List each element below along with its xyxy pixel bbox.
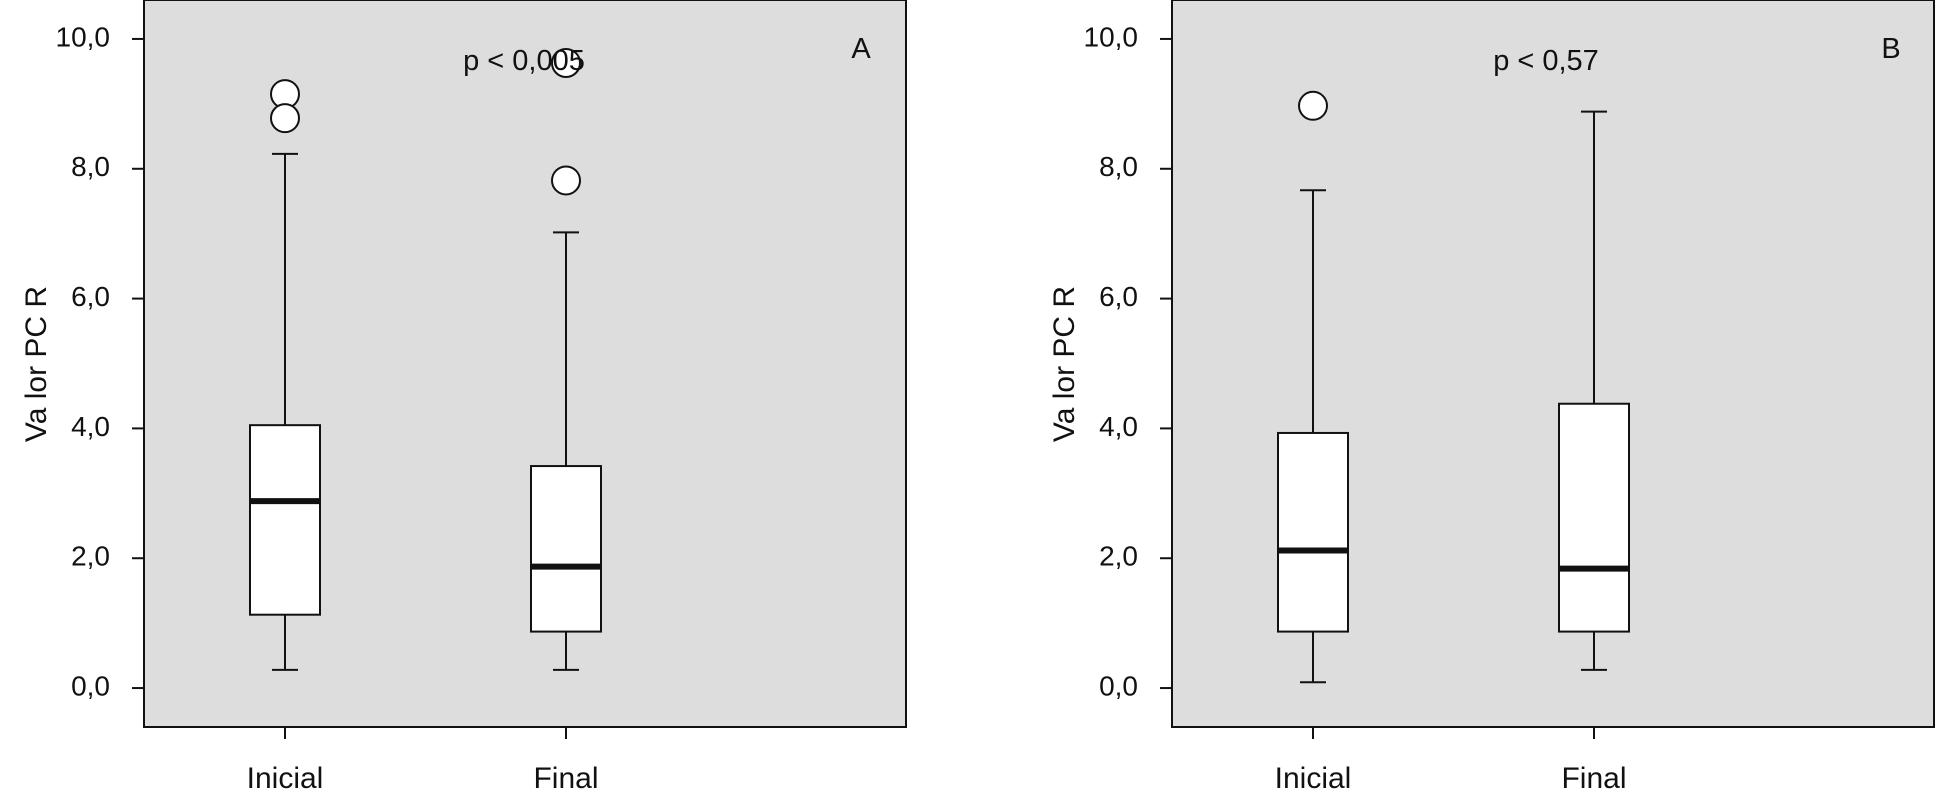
y-axis-label: Va lor PC R xyxy=(1048,286,1081,442)
y-tick-label: 6,0 xyxy=(1099,281,1138,312)
y-tick-label: 0,0 xyxy=(1099,670,1138,701)
x-tick-label: Final xyxy=(533,762,598,791)
p-value-annotation: p < 0,005 xyxy=(463,45,585,77)
plot-area xyxy=(143,0,907,728)
y-tick-label: 4,0 xyxy=(71,411,110,442)
box-iqr xyxy=(1277,431,1349,633)
y-tick-label: 2,0 xyxy=(1099,541,1138,572)
x-tick-label: Inicial xyxy=(1275,762,1352,791)
y-axis: 0,0 2,0 4,0 6,0 8,0 10,0 xyxy=(1084,21,1172,701)
boxes: Inicial Final xyxy=(247,47,602,791)
box-group-inicial: Inicial xyxy=(247,79,324,791)
y-tick-label: 8,0 xyxy=(71,151,110,182)
panel-b: Va lor PC R 0,0 2,0 4,0 6,0 8,0 10,0 xyxy=(1048,0,1935,791)
panel-a: Va lor PC R 0,0 2,0 4,0 6,0 8,0 10,0 xyxy=(20,0,907,791)
x-tick-label: Inicial xyxy=(247,762,324,791)
y-axis-label: Va lor PC R xyxy=(20,286,53,442)
outlier-point xyxy=(1298,90,1328,121)
p-value-annotation: p < 0,57 xyxy=(1493,45,1599,77)
x-tick-label: Final xyxy=(1561,762,1626,791)
outlier-point xyxy=(270,103,300,134)
y-tick-label: 10,0 xyxy=(1084,21,1139,52)
y-tick-label: 8,0 xyxy=(1099,151,1138,182)
box-iqr xyxy=(249,424,321,616)
box-group-final: Final xyxy=(530,47,602,791)
y-tick-label: 10,0 xyxy=(56,21,111,52)
y-tick-label: 4,0 xyxy=(1099,411,1138,442)
y-axis: 0,0 2,0 4,0 6,0 8,0 10,0 xyxy=(56,21,144,701)
boxes: Inicial Final xyxy=(1275,90,1630,791)
y-tick-label: 6,0 xyxy=(71,281,110,312)
panel-label: A xyxy=(851,33,871,65)
box-group-final: Final xyxy=(1558,110,1630,791)
y-tick-label: 2,0 xyxy=(71,541,110,572)
y-tick-label: 0,0 xyxy=(71,670,110,701)
outlier-point xyxy=(551,165,581,196)
panel-label: B xyxy=(1881,33,1900,65)
box-group-inicial: Inicial xyxy=(1275,90,1352,791)
box-iqr xyxy=(1558,402,1630,633)
box-iqr xyxy=(530,465,602,633)
outlier-point xyxy=(551,47,581,78)
